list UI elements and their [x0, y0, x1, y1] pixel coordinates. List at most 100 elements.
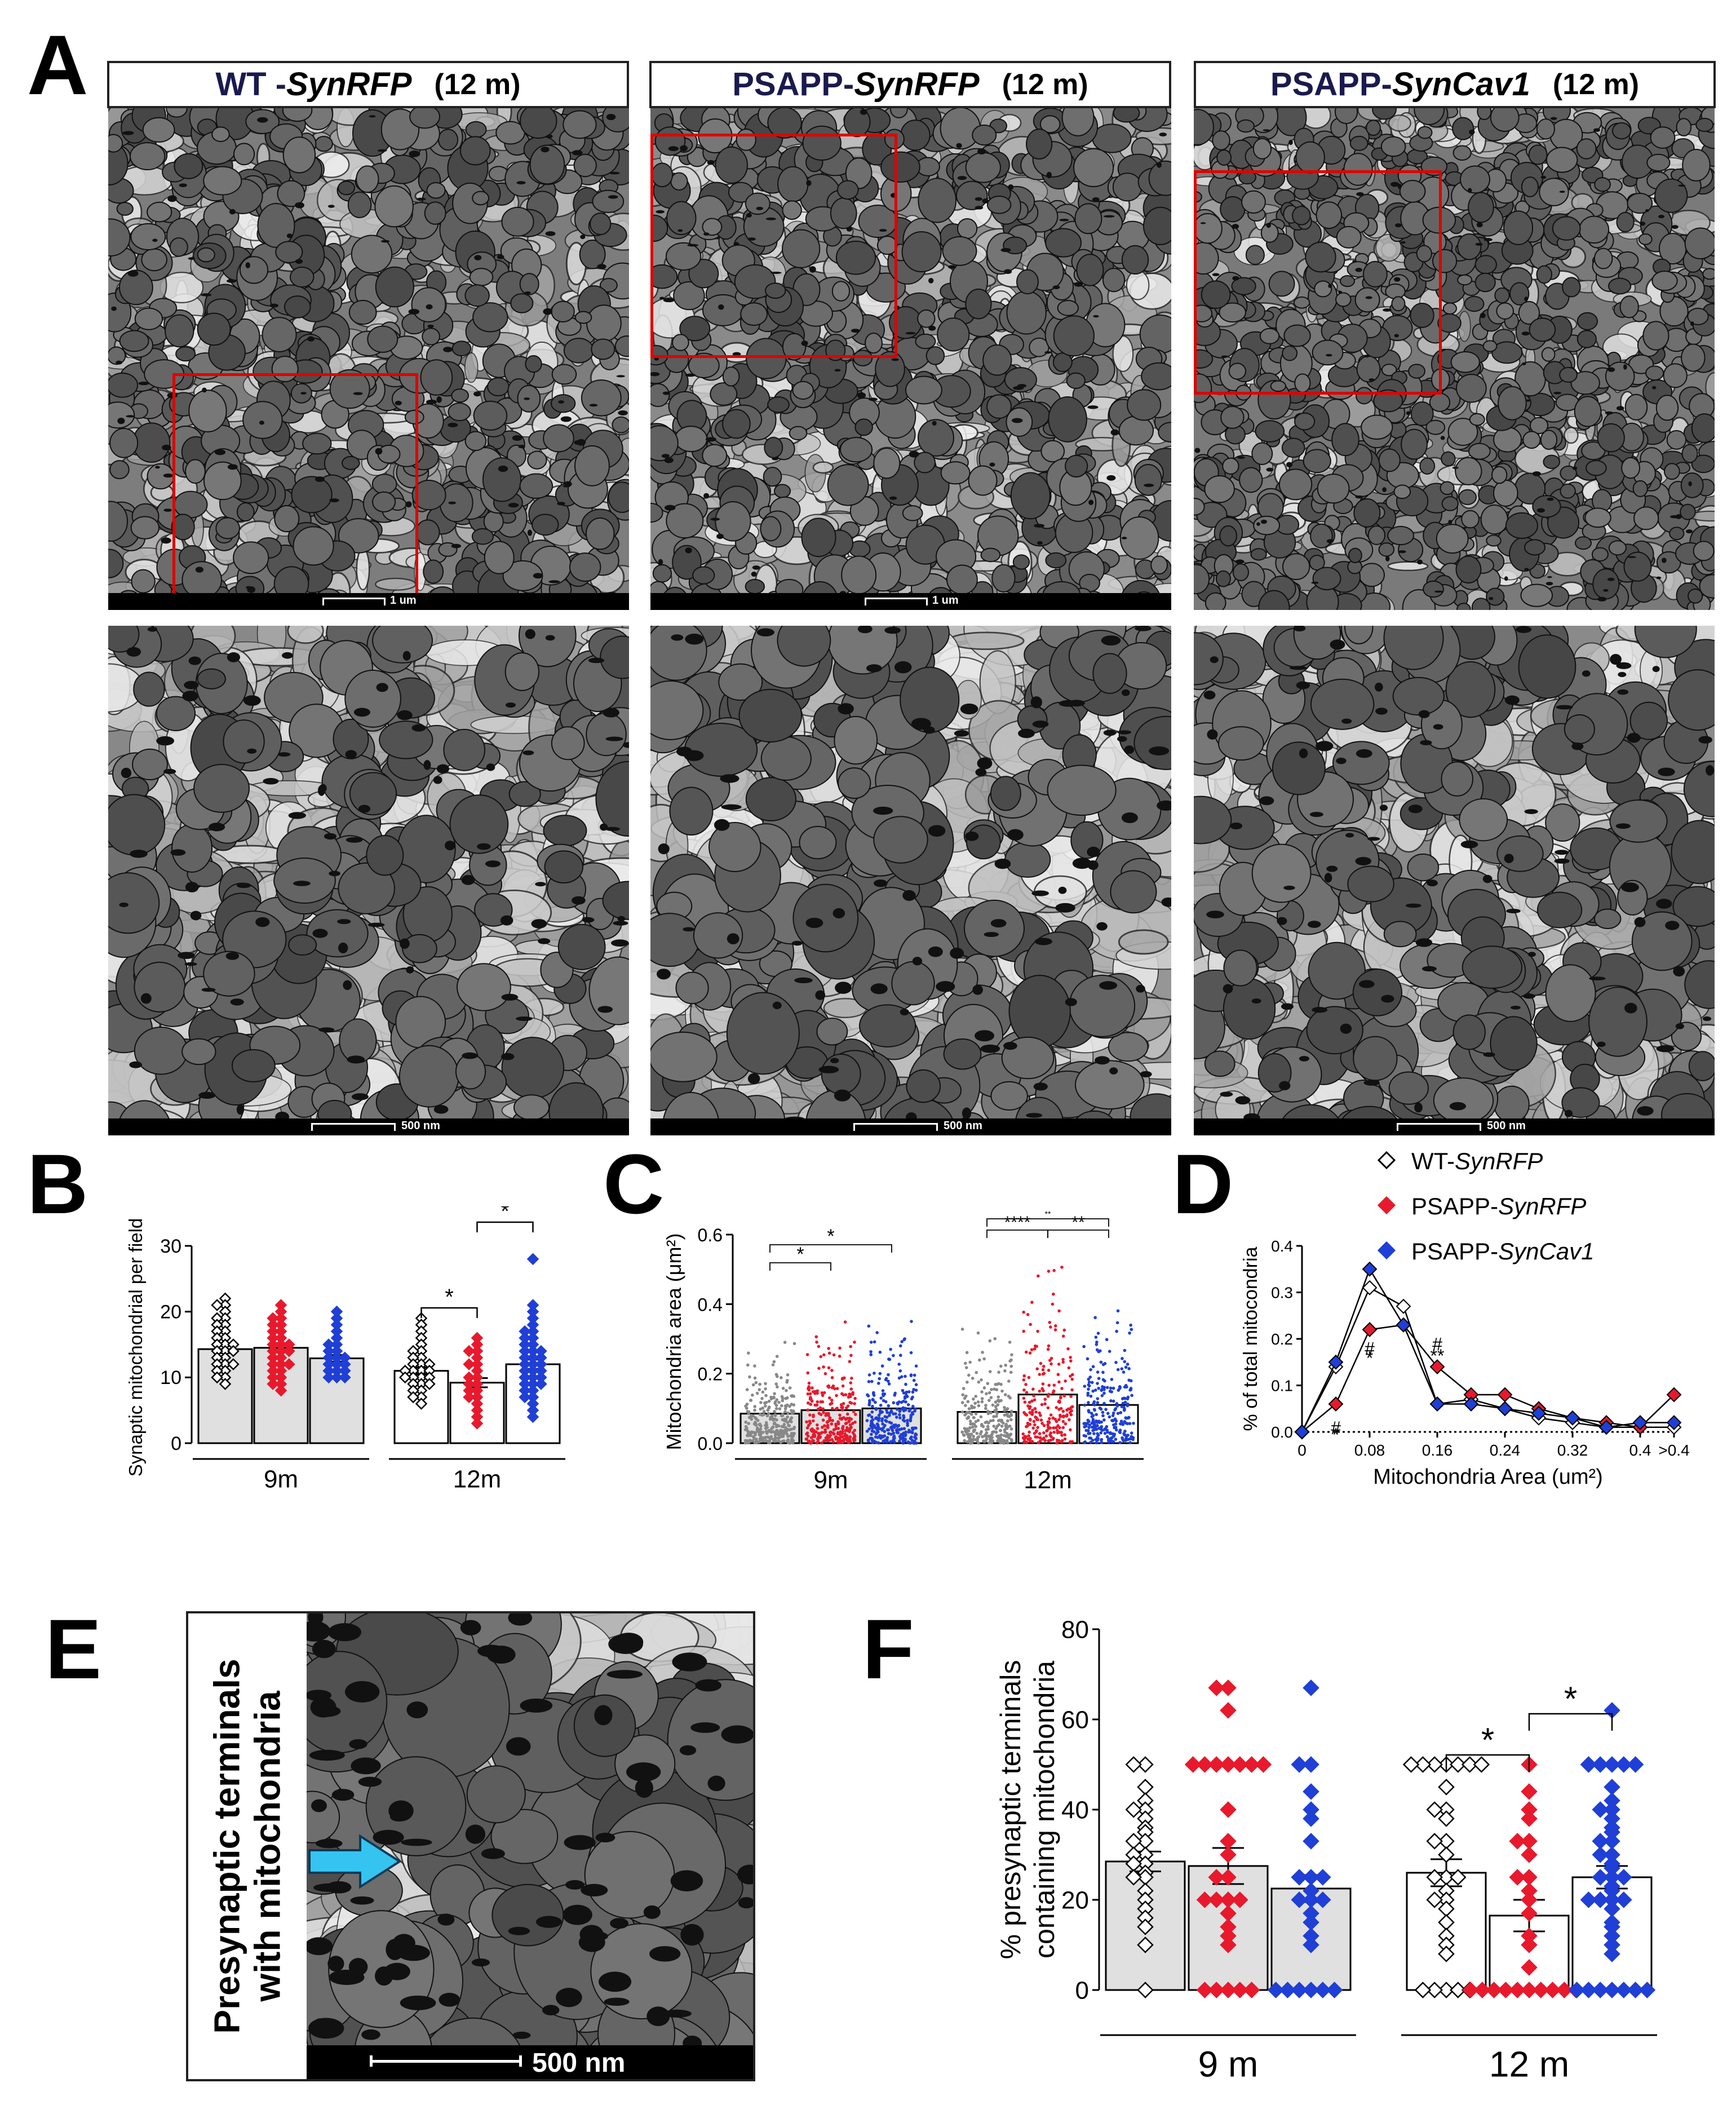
density	[557, 502, 565, 506]
mitochondrion	[1468, 443, 1491, 460]
density	[538, 938, 551, 944]
density	[560, 416, 572, 422]
header-age: (12 m)	[1002, 68, 1088, 101]
scale-tick	[311, 1123, 396, 1131]
mitochondrion	[415, 519, 440, 546]
mitochondrion	[891, 961, 935, 1006]
mitochondrion	[223, 719, 265, 764]
density	[533, 573, 543, 579]
density	[1140, 1071, 1152, 1078]
mitochondrion	[1092, 123, 1132, 153]
mitochondrion	[508, 781, 541, 807]
mitochondrion	[108, 794, 166, 856]
density	[1627, 556, 1636, 558]
mitochondrion	[1490, 108, 1520, 132]
density	[611, 939, 629, 947]
density	[329, 870, 340, 877]
mitochondrion	[513, 1094, 550, 1121]
mitochondrion	[1113, 108, 1140, 123]
density	[1616, 406, 1624, 411]
density	[380, 240, 390, 243]
mitochondrion	[1076, 254, 1104, 286]
density	[618, 410, 628, 415]
density	[337, 919, 351, 925]
density	[214, 449, 226, 456]
header-strain: PSAPP-	[1270, 66, 1392, 103]
mitochondrion	[1521, 176, 1539, 197]
mitochondrion	[845, 157, 873, 189]
density	[765, 217, 776, 220]
mitochondrion	[1666, 430, 1687, 450]
mitochondrion	[1204, 475, 1235, 503]
mitochondrion	[165, 314, 194, 348]
mitochondrion	[1496, 302, 1514, 320]
mitochondrion	[764, 436, 783, 458]
header-gene: SynRFP	[286, 66, 412, 103]
mitochondrion	[1310, 523, 1333, 549]
mitochondrion	[722, 366, 740, 387]
density	[1547, 576, 1552, 578]
density	[707, 160, 715, 165]
mitochondrion	[1314, 280, 1332, 298]
mitochondrion	[650, 502, 663, 523]
density	[130, 850, 148, 858]
mitochondrion	[1010, 472, 1051, 520]
density	[932, 421, 937, 426]
mitochondrion	[1074, 203, 1102, 235]
density	[1355, 268, 1363, 272]
density	[756, 628, 774, 636]
mitochondrion	[1491, 466, 1508, 484]
mitochondrion	[1494, 287, 1510, 304]
mitochondrion	[134, 1027, 188, 1075]
mitochondrion	[1624, 393, 1648, 421]
density	[989, 462, 995, 467]
mitochondrion	[1048, 396, 1087, 443]
density	[1121, 537, 1127, 540]
mitochondrion	[1459, 165, 1491, 194]
mitochondrion	[1216, 149, 1232, 166]
mitochondrion	[1312, 339, 1344, 366]
density	[1286, 462, 1293, 467]
mitochondrion	[666, 201, 697, 236]
mitochondrion	[348, 299, 377, 325]
density	[179, 183, 187, 188]
density	[408, 308, 420, 315]
density	[1059, 218, 1069, 222]
mitochondrion	[873, 816, 928, 864]
mitochondrion	[715, 146, 749, 184]
mitochondrion	[1142, 206, 1171, 245]
density	[436, 396, 442, 403]
density	[714, 819, 730, 831]
mitochondrion	[1134, 464, 1162, 496]
density	[990, 919, 1007, 928]
membrane	[464, 352, 479, 383]
density	[950, 947, 964, 959]
mitochondrion	[782, 333, 807, 361]
mitochondrion	[551, 364, 577, 385]
mitochondrion	[108, 218, 131, 257]
mitochondrion	[1456, 374, 1487, 403]
density	[613, 921, 628, 926]
density	[1032, 720, 1049, 728]
mitochondrion	[1295, 141, 1325, 174]
mitochondrion	[1477, 108, 1492, 120]
mitochondrion	[669, 786, 714, 836]
membrane	[287, 626, 324, 644]
density	[227, 464, 238, 470]
mitochondrion	[1638, 233, 1653, 245]
density	[879, 229, 887, 232]
density	[834, 1089, 851, 1102]
density	[351, 1093, 369, 1100]
density	[416, 197, 426, 201]
density	[121, 767, 132, 779]
density	[448, 422, 458, 427]
density	[912, 957, 923, 966]
mitochondrion	[1574, 396, 1602, 427]
mitochondrion	[1436, 524, 1469, 554]
density	[1480, 312, 1486, 319]
mitochondrion	[599, 277, 618, 293]
density	[353, 707, 370, 717]
mitochondrion	[1045, 552, 1067, 569]
density	[427, 324, 434, 328]
mitochondrion	[1354, 287, 1380, 313]
